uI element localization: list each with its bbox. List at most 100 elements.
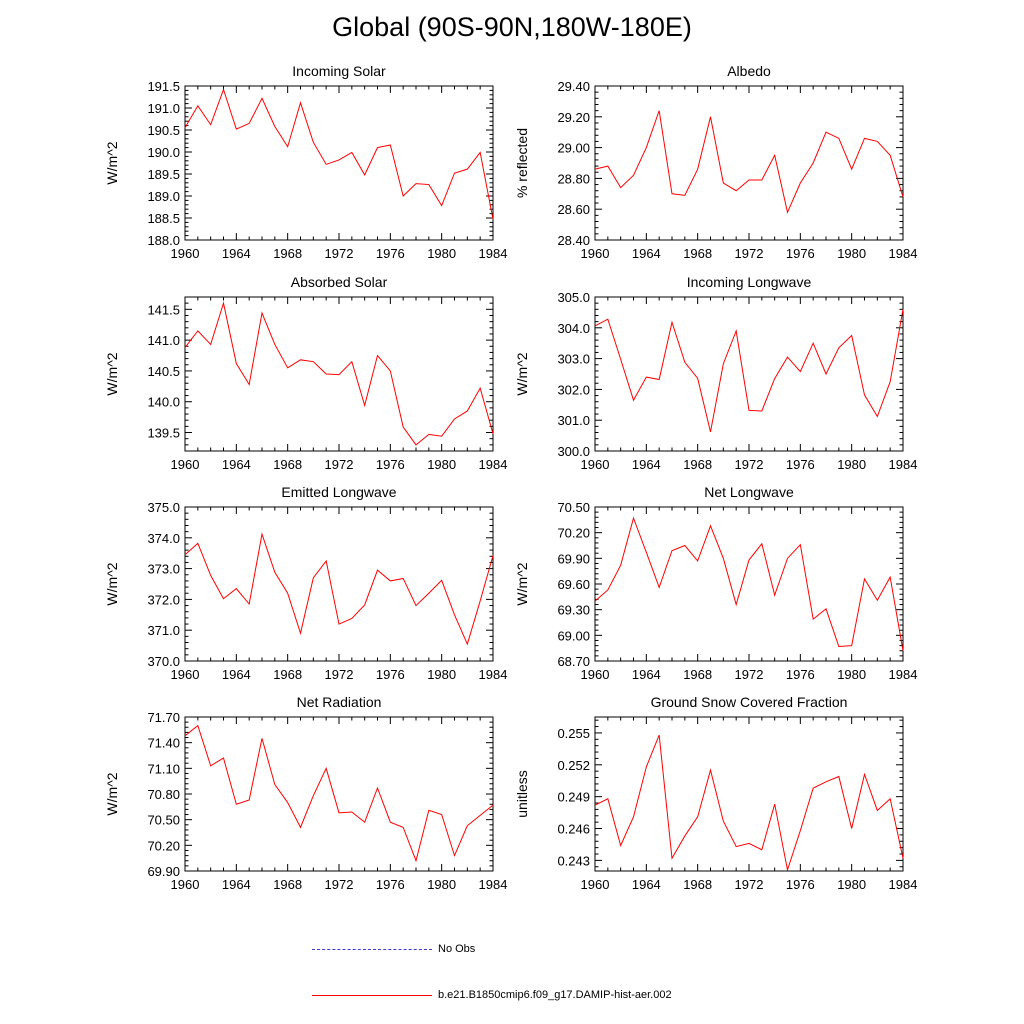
- y-tick-label: 70.50: [147, 813, 180, 828]
- y-tick-label: 71.10: [147, 761, 180, 776]
- x-tick-label: 1964: [222, 877, 251, 892]
- x-tick-label: 1976: [786, 667, 815, 682]
- y-tick-label: 189.5: [147, 167, 180, 182]
- x-tick-label: 1984: [889, 246, 918, 261]
- panel-albedo: Albedo 1960 1964 1968 1972 1976 1980 1984 28.40 2…: [514, 63, 917, 261]
- x-tick-label: 1984: [889, 877, 918, 892]
- series-line-incoming-solar: [184, 87, 494, 220]
- series-line-absorbed-solar: [184, 301, 494, 446]
- y-tick-label: 140.5: [147, 364, 180, 379]
- y-tick-label: 371.0: [147, 623, 180, 638]
- x-tick-label: 1972: [325, 457, 354, 472]
- x-tick-label: 1976: [376, 667, 405, 682]
- y-axis-label: % reflected: [514, 128, 530, 198]
- y-axis-label: W/m^2: [514, 352, 530, 395]
- y-tick-label: 373.0: [147, 562, 180, 577]
- x-tick-label: 1984: [889, 457, 918, 472]
- x-tick-label: 1972: [325, 246, 354, 261]
- y-tick-label: 300.0: [557, 444, 590, 459]
- y-tick-label: 301.0: [557, 413, 590, 428]
- chart-title: Net Radiation: [297, 694, 382, 710]
- x-tick-label: 1976: [376, 246, 405, 261]
- y-tick-label: 141.5: [147, 302, 180, 317]
- y-tick-label: 29.20: [557, 110, 590, 125]
- x-tick-label: 1984: [479, 877, 508, 892]
- y-axis-label: W/m^2: [104, 141, 120, 184]
- x-tick-label: 1960: [581, 667, 610, 682]
- legend-line-solid: [312, 994, 432, 996]
- y-tick-label: 370.0: [147, 654, 180, 669]
- y-tick-label: 69.90: [147, 864, 180, 879]
- x-tick-label: 1964: [632, 877, 661, 892]
- series-line-albedo: [594, 110, 904, 214]
- y-tick-label: 29.00: [557, 141, 590, 156]
- x-tick-label: 1972: [325, 667, 354, 682]
- x-tick-label: 1976: [376, 877, 405, 892]
- x-tick-label: 1964: [222, 246, 251, 261]
- x-tick-label: 1968: [683, 457, 712, 472]
- y-tick-label: 190.0: [147, 145, 180, 160]
- plot-frame: [594, 296, 904, 452]
- y-tick-label: 28.60: [557, 202, 590, 217]
- x-tick-label: 1976: [786, 246, 815, 261]
- y-tick-label: 28.40: [557, 233, 590, 248]
- y-tick-label: 0.249: [557, 790, 590, 805]
- chart-title: Net Longwave: [704, 484, 794, 500]
- y-axis-label: W/m^2: [104, 562, 120, 605]
- series-line-incoming-longwave: [594, 309, 904, 433]
- series-line-net-longwave: [594, 516, 904, 651]
- y-tick-label: 71.70: [147, 710, 180, 725]
- legend-label-no-obs: No Obs: [438, 943, 476, 955]
- x-tick-label: 1964: [632, 246, 661, 261]
- y-tick-label: 0.255: [557, 726, 590, 741]
- chart-title: Emitted Longwave: [281, 484, 396, 500]
- y-tick-label: 374.0: [147, 531, 180, 546]
- y-tick-label: 28.80: [557, 171, 590, 186]
- y-tick-label: 189.0: [147, 189, 180, 204]
- x-tick-label: 1984: [889, 667, 918, 682]
- y-tick-label: 69.00: [557, 628, 590, 643]
- x-tick-label: 1980: [427, 877, 456, 892]
- panel-net-radiation: Net Radiation 1960 1964 1968 1972 1976 1980 198…: [104, 694, 507, 892]
- chart-title: Ground Snow Covered Fraction: [651, 694, 848, 710]
- y-axis-label: W/m^2: [514, 562, 530, 605]
- plot-frame: [594, 716, 904, 872]
- y-tick-label: 69.30: [557, 603, 590, 618]
- series-line-net-radiation: [184, 724, 494, 863]
- legend-label-model-run: b.e21.B1850cmip6.f09_g17.DAMIP-hist-aer.…: [438, 989, 672, 1001]
- x-tick-label: 1972: [735, 457, 764, 472]
- y-tick-label: 191.0: [147, 101, 180, 116]
- chart-title: Incoming Longwave: [687, 274, 812, 290]
- y-tick-label: 302.0: [557, 382, 590, 397]
- x-tick-label: 1964: [632, 457, 661, 472]
- x-tick-label: 1968: [273, 246, 302, 261]
- x-tick-label: 1980: [837, 667, 866, 682]
- plot-frame: [184, 85, 494, 241]
- x-tick-label: 1980: [427, 246, 456, 261]
- page-title: Global (90S-90N,180W-180E): [332, 12, 692, 42]
- x-tick-label: 1980: [837, 877, 866, 892]
- series-line-emitted-longwave: [184, 532, 494, 646]
- x-tick-label: 1964: [222, 457, 251, 472]
- y-tick-label: 68.70: [557, 654, 590, 669]
- series-line-ground-snow-covered-fraction: [594, 734, 904, 872]
- x-tick-label: 1980: [837, 246, 866, 261]
- y-tick-label: 140.0: [147, 395, 180, 410]
- y-tick-label: 70.20: [557, 526, 590, 541]
- x-tick-label: 1972: [325, 877, 354, 892]
- plot-frame: [594, 85, 904, 241]
- x-tick-label: 1980: [427, 667, 456, 682]
- x-tick-label: 1980: [837, 457, 866, 472]
- y-tick-label: 303.0: [557, 352, 590, 367]
- x-tick-label: 1968: [683, 877, 712, 892]
- legend-line-dashed: [312, 948, 432, 950]
- x-tick-label: 1968: [273, 457, 302, 472]
- plot-frame: [594, 506, 904, 662]
- y-tick-label: 191.5: [147, 79, 180, 94]
- y-axis-label: W/m^2: [104, 352, 120, 395]
- y-tick-label: 188.0: [147, 233, 180, 248]
- x-tick-label: 1960: [581, 877, 610, 892]
- y-axis-label: W/m^2: [104, 772, 120, 815]
- chart-title: Albedo: [727, 63, 771, 79]
